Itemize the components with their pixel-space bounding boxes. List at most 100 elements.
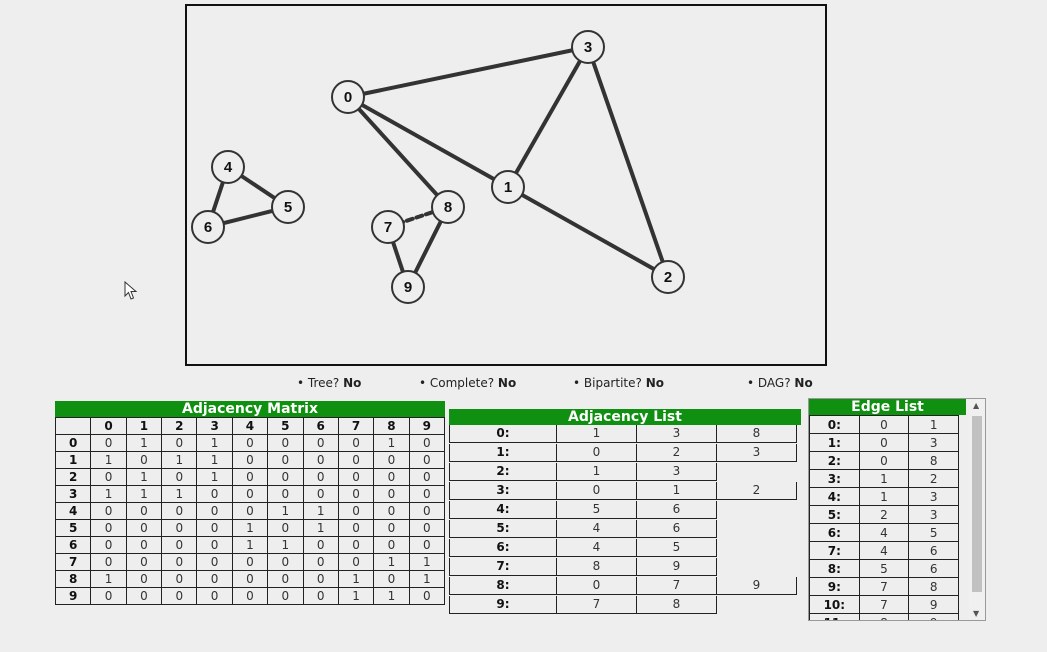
matrix-cell: 0: [231, 468, 269, 486]
matrix-cell: 1: [302, 519, 339, 537]
matrix-cell: 0: [302, 434, 339, 452]
vertex-circle[interactable]: [211, 150, 245, 184]
vertex-circle[interactable]: [391, 270, 425, 304]
adjacency-list-value: 4: [557, 520, 637, 538]
matrix-cell: 0: [337, 519, 375, 537]
vertex-circle[interactable]: [571, 30, 605, 64]
vertex-2[interactable]: 2: [651, 260, 685, 294]
scrollbar-thumb[interactable]: [972, 416, 982, 592]
graph-canvas[interactable]: 0 1 2 3 4 5 6 7 8 9: [185, 4, 827, 366]
dag-property-label: • DAG?: [747, 376, 795, 390]
matrix-cell: 0: [267, 468, 304, 486]
matrix-cell: 1: [90, 570, 127, 588]
matrix-cell: 0: [125, 502, 163, 520]
matrix-cell: 0: [161, 502, 198, 520]
matrix-cell: 0: [161, 468, 198, 486]
edge-list-row: 10: 7 9: [809, 595, 959, 614]
adjacency-list-row: 6: 4 5: [449, 539, 801, 558]
adjacency-list-value: 0: [557, 482, 637, 500]
vertex-label: 0: [344, 89, 352, 106]
edge-index-cell: 2:: [809, 451, 860, 470]
edge-2-3[interactable]: [586, 45, 670, 279]
vertex-circle[interactable]: [271, 190, 305, 224]
edge-endpoint-cell: 9: [908, 595, 959, 614]
tree-property-label: • Tree?: [297, 376, 344, 390]
edge-endpoint-cell: 0: [858, 415, 910, 434]
vertex-0[interactable]: 0: [331, 80, 365, 114]
matrix-cell: 0: [90, 468, 127, 486]
adjacency-list-key: 7:: [449, 558, 557, 576]
matrix-cell: 0: [337, 536, 375, 554]
adjacency-list-value: 2: [717, 482, 797, 500]
edge-0-8[interactable]: [346, 95, 450, 209]
scroll-down-arrow-icon[interactable]: ▼: [973, 609, 980, 618]
matrix-cell: 0: [337, 553, 375, 571]
graph-drawing[interactable]: 0 1 2 3 4 5 6 7 8 9: [187, 6, 825, 364]
matrix-cell: 1: [373, 434, 410, 452]
adjacency-list-value: 5: [557, 501, 637, 519]
adjacency-list-key: 5:: [449, 520, 557, 538]
adjacency-list-key: 0:: [449, 425, 557, 443]
edge-1-3[interactable]: [506, 45, 590, 189]
matrix-cell: 0: [373, 468, 410, 486]
adjacency-list-value: 1: [557, 425, 637, 443]
adjacency-list-row: 1: 0 2 3: [449, 444, 801, 463]
matrix-row-header: 1: [54, 451, 92, 469]
vertex-circle[interactable]: [651, 260, 685, 294]
adjacency-list-value: 2: [637, 444, 717, 462]
matrix-cell: 0: [408, 519, 446, 537]
matrix-cell: 0: [161, 587, 198, 605]
vertex-4[interactable]: 4: [211, 150, 245, 184]
edge-0-1[interactable]: [346, 95, 510, 189]
matrix-cell: 0: [161, 519, 198, 537]
edge-endpoint-cell: 3: [908, 433, 959, 452]
adjacency-list-value: 3: [637, 463, 717, 481]
vertex-circle[interactable]: [431, 190, 465, 224]
matrix-cell: 1: [408, 570, 446, 588]
edge-list-panel[interactable]: Edge List 0: 0 1 1: 0 3 2: 0 8 3: 1 2 4: 1 3 5: 2 3 6: 4 5 7:…: [808, 398, 986, 621]
edge-endpoint-cell: 8: [908, 577, 959, 596]
vertex-circle[interactable]: [491, 170, 525, 204]
vertex-circle[interactable]: [371, 210, 405, 244]
scroll-up-arrow-icon[interactable]: ▲: [973, 401, 980, 410]
vertex-3[interactable]: 3: [571, 30, 605, 64]
vertex-8[interactable]: 8: [431, 190, 465, 224]
matrix-cell: 0: [196, 536, 233, 554]
vertex-1[interactable]: 1: [491, 170, 525, 204]
matrix-cell: 0: [302, 451, 339, 469]
edge-0-3[interactable]: [346, 45, 590, 99]
matrix-cell: 0: [302, 468, 339, 486]
adjacency-list-value: 3: [637, 425, 717, 443]
edge-list-scrollbar[interactable]: ▲ ▼: [969, 399, 985, 620]
adjacency-list-value: 1: [637, 482, 717, 500]
vertex-9[interactable]: 9: [391, 270, 425, 304]
edge-1-2[interactable]: [506, 185, 670, 279]
matrix-cell: 1: [302, 502, 339, 520]
vertex-circle[interactable]: [191, 210, 225, 244]
matrix-row-header: 4: [54, 502, 92, 520]
matrix-cell: 0: [267, 587, 304, 605]
matrix-cell: 0: [337, 468, 375, 486]
vertex-circle[interactable]: [331, 80, 365, 114]
matrix-cell: 0: [373, 485, 410, 503]
matrix-cell: 0: [267, 570, 304, 588]
matrix-cell: 0: [231, 553, 269, 571]
matrix-cell: 0: [90, 587, 127, 605]
vertex-label: 7: [384, 219, 392, 236]
vertex-label: 9: [404, 279, 412, 296]
adjacency-list-row: 3: 0 1 2: [449, 482, 801, 501]
vertex-7[interactable]: 7: [371, 210, 405, 244]
edge-list-row: 2: 0 8: [809, 451, 959, 470]
edge-list-row: 3: 1 2: [809, 469, 959, 488]
adjacency-list-value: 7: [637, 577, 717, 595]
matrix-cell: 0: [302, 536, 339, 554]
matrix-cell: 0: [302, 485, 339, 503]
edge-index-cell: 4:: [809, 487, 860, 506]
matrix-cell: 0: [125, 451, 163, 469]
vertex-6[interactable]: 6: [191, 210, 225, 244]
vertex-5[interactable]: 5: [271, 190, 305, 224]
matrix-cell: 0: [408, 434, 446, 452]
